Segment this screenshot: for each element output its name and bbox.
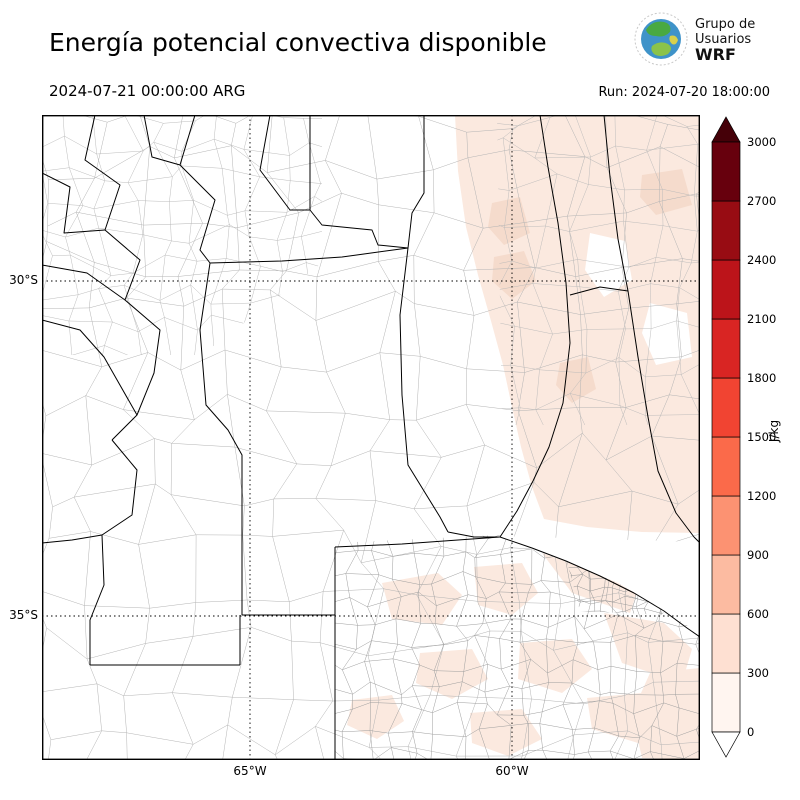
colorbar-tick-600: 600 xyxy=(747,607,769,621)
globe-icon xyxy=(634,12,688,66)
x-tick-60w: 60°W xyxy=(482,764,542,778)
y-tick-35s: 35°S xyxy=(4,608,38,622)
colorbar-tick-2700: 2700 xyxy=(747,194,776,208)
colorbar-tick-2100: 2100 xyxy=(747,312,776,326)
valid-time-label: 2024-07-21 00:00:00 ARG xyxy=(49,82,245,100)
colorbar-tick-1800: 1800 xyxy=(747,371,776,385)
colorbar-tick-300: 300 xyxy=(747,666,769,680)
map-panel xyxy=(42,115,700,760)
cape-map xyxy=(42,115,700,760)
colorbar-tick-3000: 3000 xyxy=(747,135,776,149)
x-tick-65w: 65°W xyxy=(220,764,280,778)
wrf-logo: Grupo de Usuarios WRF xyxy=(634,12,755,66)
colorbar-tick-0: 0 xyxy=(747,725,754,739)
cape-shading xyxy=(347,115,700,760)
colorbar-units-label: J/kg xyxy=(767,409,781,453)
logo-text: Grupo de Usuarios WRF xyxy=(695,17,755,62)
model-run-label: Run: 2024-07-20 18:00:00 xyxy=(598,85,770,100)
logo-wrf: WRF xyxy=(695,47,755,62)
y-tick-30s: 30°S xyxy=(4,273,38,287)
colorbar-tick-1200: 1200 xyxy=(747,489,776,503)
colorbar-tick-900: 900 xyxy=(747,548,769,562)
colorbar: 03006009001200150018002100240027003000 xyxy=(710,115,798,763)
page-title: Energía potencial convectiva disponible xyxy=(49,28,547,57)
colorbar-tick-2400: 2400 xyxy=(747,253,776,267)
logo-line1: Grupo de xyxy=(695,17,755,32)
